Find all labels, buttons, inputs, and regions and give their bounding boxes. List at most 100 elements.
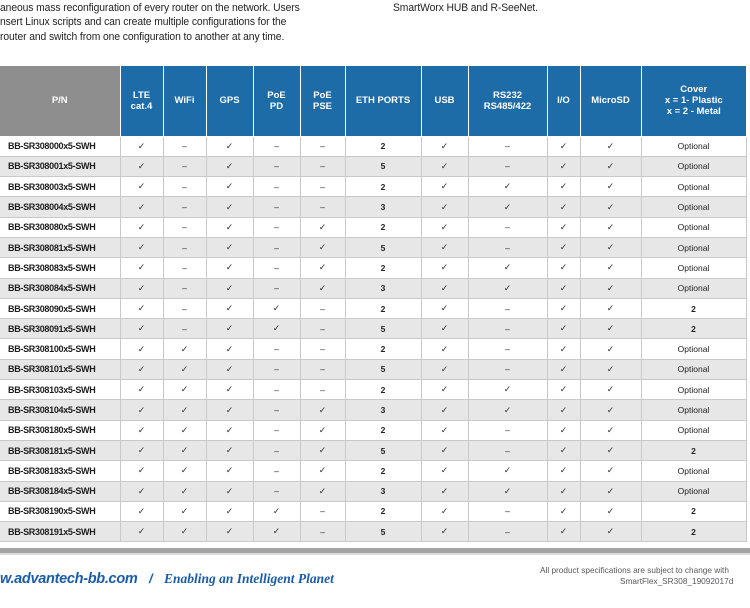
column-header-pn: P/N bbox=[0, 66, 120, 137]
spec-cell-microsd: ✓ bbox=[579, 460, 642, 482]
spec-cell-lte-cat4: ✓ bbox=[119, 318, 164, 340]
spec-cell-cover: 2 bbox=[640, 318, 747, 340]
spec-cell-rs232: – bbox=[467, 297, 548, 320]
part-number-cell: BB-SR308190x5-SWH bbox=[0, 500, 121, 523]
spec-cell-cover: Optional bbox=[640, 277, 747, 299]
spec-cell-lte-cat4: ✓ bbox=[119, 358, 164, 381]
spec-cell-eth-ports: 5 bbox=[344, 521, 422, 543]
spec-cell-usb: ✓ bbox=[420, 419, 469, 441]
column-header-microsd: MicroSD bbox=[579, 66, 641, 137]
table-row: BB-SR308000x5-SWH ✓ – ✓ – –2 ✓ – ✓ ✓ Optional bbox=[0, 135, 747, 157]
spec-cell-io: ✓ bbox=[546, 419, 581, 441]
spec-cell-wifi: ✓ bbox=[162, 399, 207, 421]
spec-cell-poe-pd: – bbox=[252, 460, 301, 482]
part-number-cell: BB-SR308103x5-SWH bbox=[0, 379, 121, 401]
spec-cell-wifi: ✓ bbox=[162, 379, 207, 401]
spec-cell-lte-cat4: ✓ bbox=[119, 419, 164, 441]
spec-cell-microsd: ✓ bbox=[579, 155, 642, 178]
spec-cell-eth-ports: 5 bbox=[344, 155, 422, 178]
spec-cell-lte-cat4: ✓ bbox=[119, 399, 164, 421]
spec-cell-gps: ✓ bbox=[205, 379, 254, 401]
spec-cell-eth-ports: 2 bbox=[344, 500, 422, 523]
part-number-cell: BB-SR308004x5-SWH bbox=[0, 196, 121, 218]
spec-cell-gps: ✓ bbox=[205, 399, 254, 421]
spec-cell-eth-ports: 2 bbox=[344, 338, 422, 360]
footer-branding: w.advantech-bb.com / Enabling an Intelli… bbox=[0, 570, 334, 588]
spec-cell-usb: ✓ bbox=[420, 439, 469, 462]
table-header: P/N LTE cat.4 WiFi GPS PoE PD PoE PSE ETH PORTS US… bbox=[0, 66, 746, 137]
spec-cell-usb: ✓ bbox=[420, 460, 469, 482]
intro-left-line-1: aneous mass reconfiguration of every rou… bbox=[0, 2, 300, 14]
spec-cell-poe-pd: – bbox=[252, 155, 301, 178]
part-number-cell: BB-SR308183x5-SWH bbox=[0, 460, 121, 482]
spec-cell-rs232: – bbox=[467, 338, 548, 360]
spec-cell-io: ✓ bbox=[546, 155, 581, 178]
spec-cell-poe-pd: – bbox=[252, 358, 301, 381]
table-row: BB-SR308183x5-SWH ✓ ✓ ✓ – ✓ 2 ✓ ✓ ✓ ✓ Optional bbox=[0, 460, 747, 482]
spec-cell-poe-pse: – bbox=[299, 196, 346, 218]
spec-cell-cover: Optional bbox=[640, 216, 747, 238]
spec-cell-usb: ✓ bbox=[420, 318, 469, 340]
column-header-lte-cat4: LTE cat.4 bbox=[119, 66, 163, 137]
spec-cell-gps: ✓ bbox=[205, 176, 254, 198]
spec-cell-eth-ports: 5 bbox=[344, 439, 422, 462]
spec-cell-io: ✓ bbox=[546, 236, 581, 259]
intro-left-line-3: router and switch from one configuration… bbox=[0, 30, 285, 43]
spec-cell-cover: 2 bbox=[640, 500, 747, 523]
spec-cell-lte-cat4: ✓ bbox=[119, 480, 164, 502]
spec-cell-wifi: ✓ bbox=[162, 439, 207, 462]
spec-cell-lte-cat4: ✓ bbox=[119, 216, 164, 238]
spec-cell-gps: ✓ bbox=[205, 135, 254, 157]
spec-cell-rs232: ✓ bbox=[467, 277, 548, 299]
spec-cell-lte-cat4: ✓ bbox=[119, 379, 164, 401]
spec-cell-usb: ✓ bbox=[420, 155, 469, 178]
part-number-cell: BB-SR308104x5-SWH bbox=[0, 399, 121, 421]
spec-cell-poe-pse: ✓ bbox=[299, 419, 346, 441]
spec-cell-poe-pse: ✓ bbox=[299, 480, 346, 502]
spec-cell-wifi: – bbox=[162, 318, 207, 340]
spec-cell-lte-cat4: ✓ bbox=[119, 460, 164, 482]
part-number-cell: BB-SR308003x5-SWH bbox=[0, 176, 121, 198]
spec-cell-rs232: ✓ bbox=[467, 480, 548, 502]
part-number-cell: BB-SR308184x5-SWH bbox=[0, 480, 121, 502]
spec-cell-lte-cat4: ✓ bbox=[119, 500, 164, 523]
table-row: BB-SR308080x5-SWH ✓ – ✓ – ✓ 2 ✓ – ✓ ✓ Optional bbox=[0, 216, 747, 238]
table-row: BB-SR308101x5-SWH ✓ ✓ ✓ – –5 ✓ – ✓ ✓ Optional bbox=[0, 358, 747, 381]
spec-cell-wifi: ✓ bbox=[162, 480, 207, 502]
spec-cell-poe-pse: – bbox=[299, 338, 346, 360]
spec-cell-lte-cat4: ✓ bbox=[119, 176, 164, 198]
spec-cell-cover: Optional bbox=[640, 196, 747, 218]
spec-cell-microsd: ✓ bbox=[579, 338, 642, 360]
spec-cell-lte-cat4: ✓ bbox=[119, 297, 164, 320]
spec-cell-eth-ports: 2 bbox=[344, 135, 422, 157]
spec-cell-wifi: – bbox=[162, 297, 207, 320]
spec-cell-microsd: ✓ bbox=[579, 135, 642, 157]
table-row: BB-SR308104x5-SWH ✓ ✓ ✓ – ✓ 3 ✓ ✓ ✓ ✓ Optional bbox=[0, 399, 747, 421]
spec-cell-eth-ports: 2 bbox=[344, 176, 422, 198]
spec-cell-lte-cat4: ✓ bbox=[119, 236, 164, 259]
table-row: BB-SR308181x5-SWH ✓ ✓ ✓ – ✓ 5 ✓ – ✓ ✓ 2 bbox=[0, 439, 747, 462]
spec-cell-io: ✓ bbox=[546, 277, 581, 299]
footer-website-link[interactable]: w.advantech-bb.com bbox=[0, 571, 138, 587]
product-spec-table: P/N LTE cat.4 WiFi GPS PoE PD PoE PSE ETH PORTS US… bbox=[0, 66, 747, 543]
part-number-cell: BB-SR308080x5-SWH bbox=[0, 216, 121, 238]
table-row: BB-SR308004x5-SWH ✓ – ✓ – –3 ✓ ✓ ✓ ✓ Optional bbox=[0, 196, 747, 218]
spec-cell-wifi: ✓ bbox=[162, 358, 207, 381]
spec-cell-poe-pd: – bbox=[252, 439, 301, 462]
spec-cell-poe-pse: – bbox=[299, 176, 346, 198]
spec-cell-poe-pse: ✓ bbox=[299, 277, 346, 299]
spec-cell-lte-cat4: ✓ bbox=[119, 521, 164, 543]
intro-paragraph-left: aneous mass reconfiguration of every rou… bbox=[0, 1, 300, 44]
spec-cell-io: ✓ bbox=[546, 257, 581, 279]
spec-cell-io: ✓ bbox=[546, 500, 581, 523]
spec-cell-poe-pse: ✓ bbox=[299, 236, 346, 259]
spec-cell-rs232: ✓ bbox=[467, 257, 548, 279]
spec-cell-rs232: ✓ bbox=[467, 460, 548, 482]
footer-disclaimer: All product specifications are subject t… bbox=[540, 565, 729, 575]
spec-cell-poe-pd: – bbox=[252, 379, 301, 401]
spec-cell-usb: ✓ bbox=[420, 196, 469, 218]
spec-cell-lte-cat4: ✓ bbox=[119, 277, 164, 299]
table-row: BB-SR308100x5-SWH ✓ ✓ ✓ – –2 ✓ – ✓ ✓ Optional bbox=[0, 338, 747, 360]
spec-cell-usb: ✓ bbox=[420, 257, 469, 279]
spec-cell-wifi: – bbox=[162, 277, 207, 299]
